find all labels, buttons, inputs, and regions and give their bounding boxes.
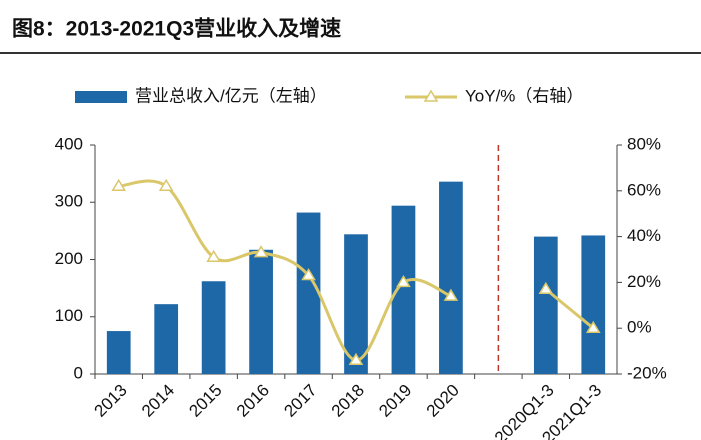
legend-label: 营业总收入/亿元（左轴） (135, 86, 327, 105)
y2-tick-label: -20% (627, 363, 667, 382)
legend-marker (423, 89, 439, 102)
bar (201, 281, 226, 374)
y2-tick-label: 40% (627, 226, 661, 245)
x-tick-label: 2015 (185, 381, 225, 421)
line-marker (348, 352, 364, 366)
chart-title: 图8：2013-2021Q3营业收入及增速 (12, 17, 341, 41)
x-tick-label: 2018 (328, 381, 368, 421)
bar (581, 235, 606, 374)
y-tick-label: 200 (55, 249, 83, 268)
x-tick-label: 2016 (233, 381, 273, 421)
y-tick-label: 0 (74, 363, 83, 382)
line-marker (396, 274, 411, 288)
x-tick-label: 2013 (91, 381, 131, 421)
line-marker (585, 320, 601, 333)
bar (439, 181, 463, 374)
line-marker (111, 178, 127, 191)
line-marker (538, 281, 554, 295)
line-marker (158, 178, 174, 191)
bar (296, 212, 321, 374)
y-tick-label: 400 (55, 134, 83, 153)
legend-label: YoY/%（右轴） (465, 86, 583, 105)
y-tick-label: 100 (55, 306, 83, 325)
x-tick-label: 2020 (423, 381, 463, 421)
x-tick-label: 2019 (375, 381, 415, 421)
legend-swatch (75, 91, 127, 103)
line (118, 179, 452, 362)
bar (154, 304, 179, 374)
bar (533, 236, 558, 374)
y2-tick-label: 0% (627, 318, 652, 337)
bar (106, 331, 131, 374)
bar (249, 249, 273, 374)
y2-tick-label: 60% (627, 180, 661, 199)
bar (391, 205, 416, 374)
line-marker (443, 288, 459, 301)
x-tick-label: 2017 (280, 381, 320, 421)
x-tick-label: 2014 (138, 381, 178, 421)
y2-tick-label: 80% (627, 134, 661, 153)
y-tick-label: 300 (55, 192, 83, 211)
line-marker (301, 268, 316, 281)
bar (344, 234, 368, 374)
line-marker (206, 249, 221, 262)
line-marker (253, 245, 269, 258)
y2-tick-label: 20% (627, 272, 661, 291)
